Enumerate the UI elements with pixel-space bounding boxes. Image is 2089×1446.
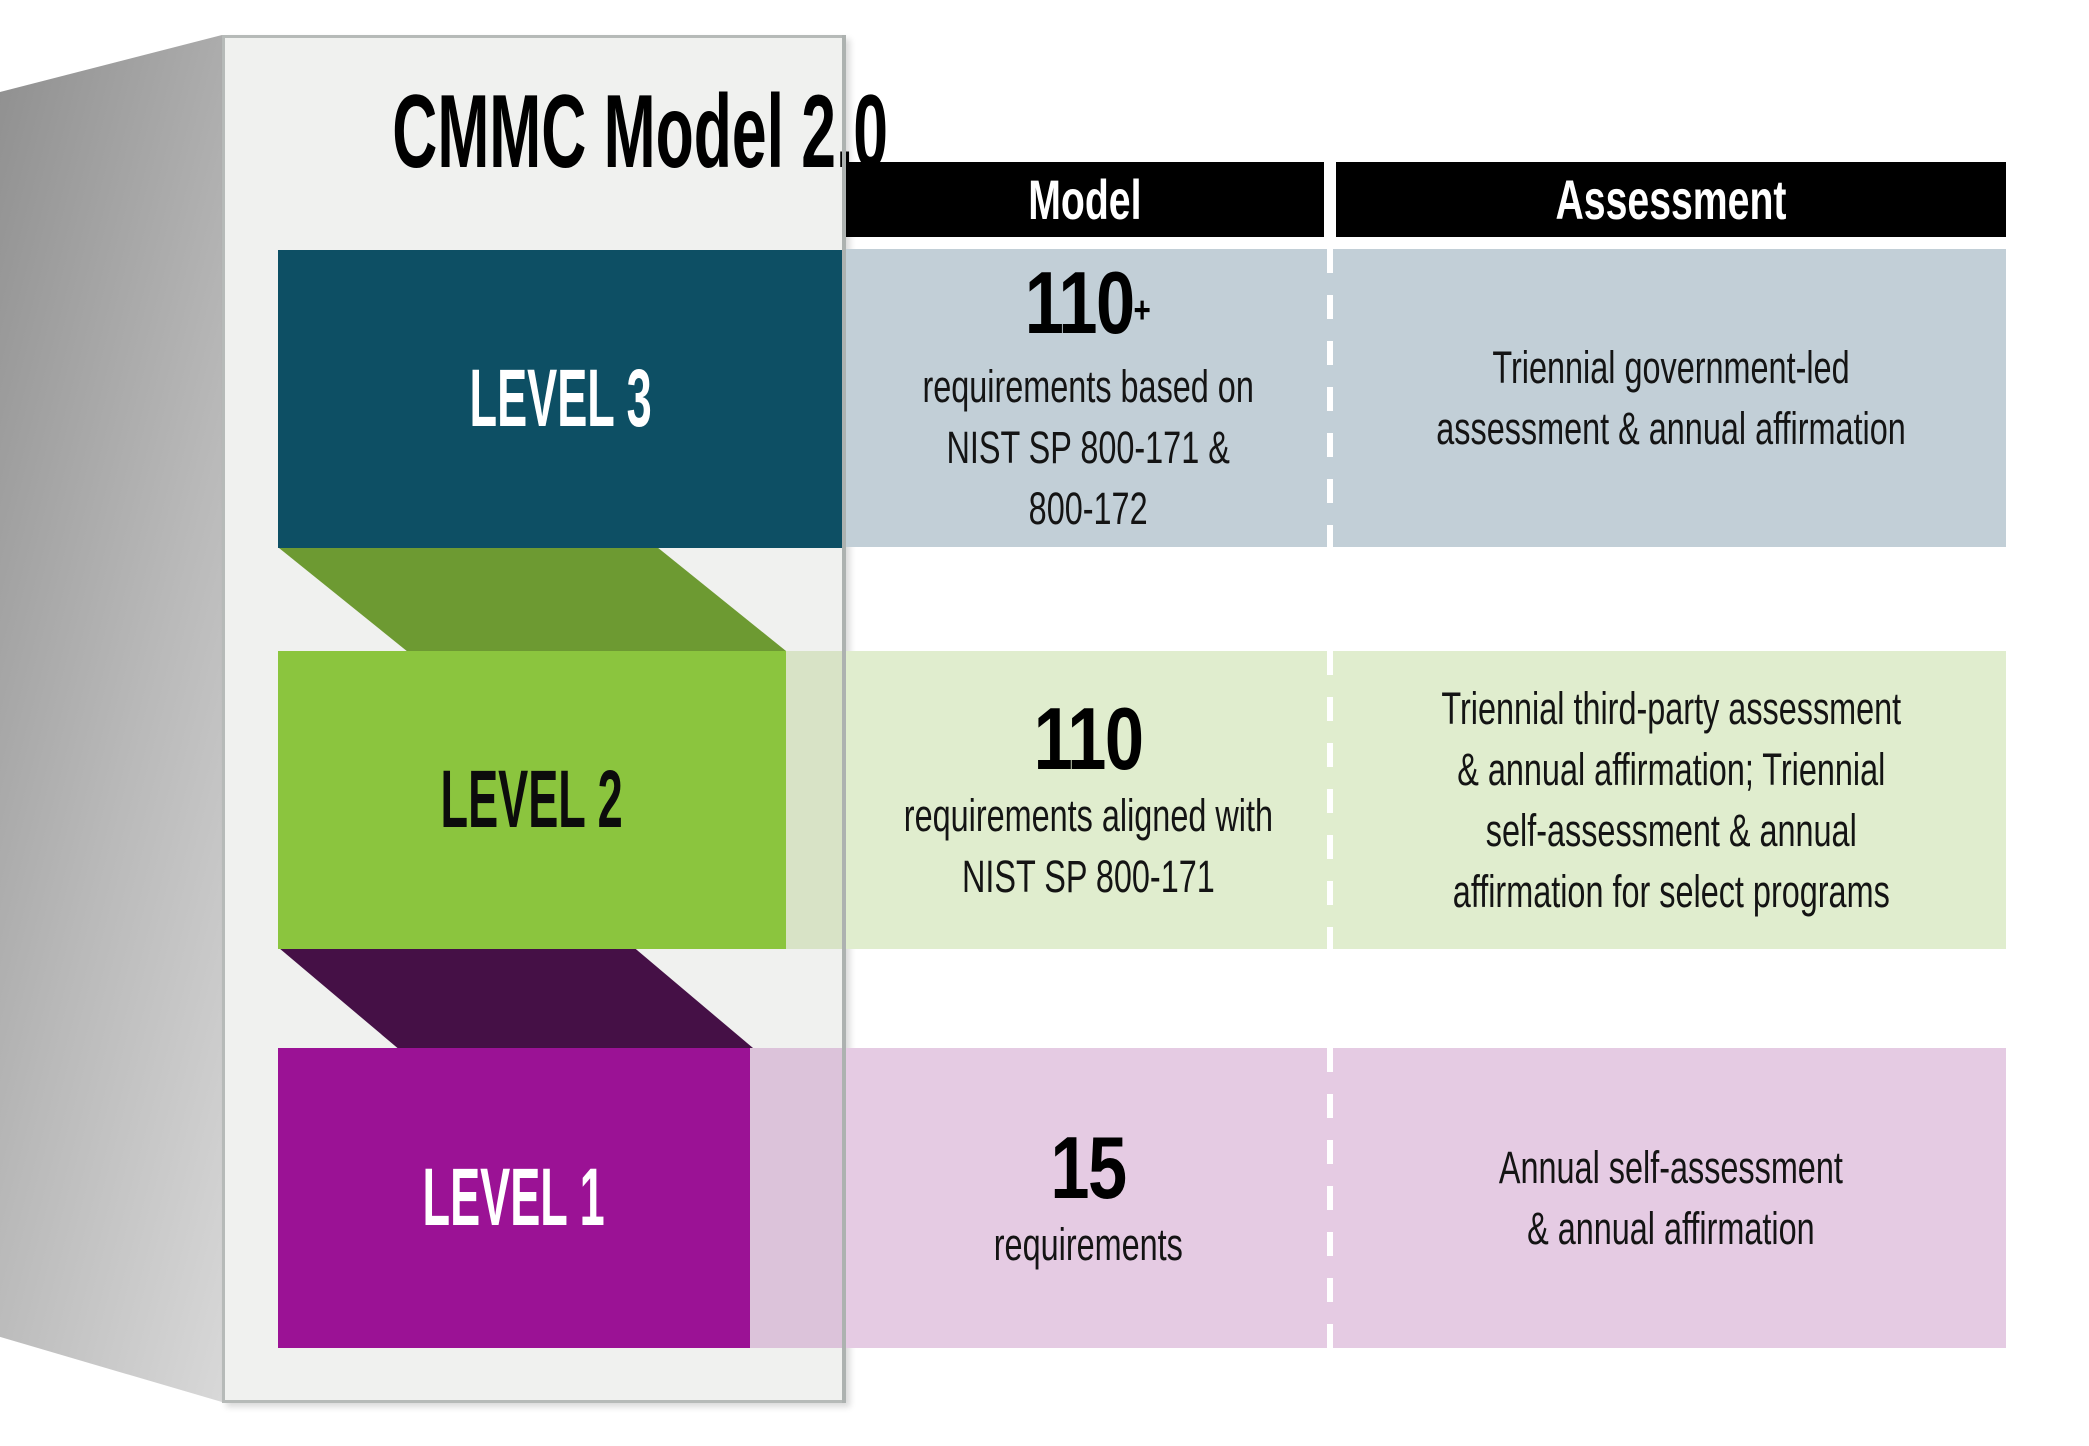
level2-model-number: 110: [1034, 693, 1144, 785]
level3-model-number-suffix: +: [1133, 289, 1152, 331]
level1-model-cell: 15 requirements: [846, 1048, 1330, 1348]
level2-assessment-line: Triennial third-party assessment: [1441, 683, 1901, 734]
level3-band: [278, 250, 843, 548]
column-header-assessment: Assessment: [1336, 162, 2006, 237]
level2-model-note-line: NIST SP 800-171: [961, 851, 1215, 902]
level1-model-number: 15: [1050, 1121, 1127, 1214]
level3-assessment-line: assessment & annual affirmation: [1436, 403, 1906, 454]
level2-row-background: [846, 651, 2006, 949]
level3-row-background: [846, 249, 2006, 547]
level2-model-note: requirements aligned with NIST SP 800-17…: [903, 785, 1272, 907]
level1-assessment-text: Annual self-assessment & annual affirmat…: [1499, 1137, 1843, 1259]
level2-model-cell: 110 requirements aligned with NIST SP 80…: [846, 651, 1330, 949]
level2-band: [278, 651, 786, 949]
level3-model-number: 110+: [1025, 256, 1152, 357]
level3-model-note-line: requirements based on: [922, 361, 1254, 413]
level3-model-number-value: 110: [1024, 252, 1135, 352]
level2-model-note-line: requirements aligned with: [903, 790, 1273, 841]
level2-row-overlap-segment: [786, 651, 846, 949]
level3-label: LEVEL 3: [278, 250, 843, 548]
level3-model-note: requirements based on NIST SP 800-171 & …: [922, 356, 1253, 539]
column-divider-level1: [1327, 1048, 1333, 1348]
level3-model-note-line: 800-172: [1028, 483, 1148, 535]
level2-assessment-cell: Triennial third-party assessment & annua…: [1336, 651, 2006, 949]
level1-band: [278, 1048, 750, 1348]
level2-assessment-text: Triennial third-party assessment & annua…: [1441, 678, 1901, 922]
level1-assessment-line: Annual self-assessment: [1499, 1142, 1843, 1193]
column-divider-level3: [1327, 249, 1333, 547]
level1-label: LEVEL 1: [278, 1048, 750, 1348]
level3-assessment-cell: Triennial government-led assessment & an…: [1336, 249, 2006, 547]
level1-model-number-value: 15: [1050, 1117, 1127, 1217]
level3-assessment-text: Triennial government-led assessment & an…: [1436, 337, 1905, 459]
column-divider-level2: [1327, 651, 1333, 949]
column-header-model-label: Model: [1028, 168, 1142, 231]
box-side-face: [0, 35, 222, 1402]
level1-assessment-cell: Annual self-assessment & annual affirmat…: [1336, 1048, 2006, 1348]
level2-label: LEVEL 2: [278, 651, 786, 949]
level3-label-text: LEVEL 3: [469, 353, 652, 444]
level2-assessment-line: affirmation for select programs: [1452, 866, 1890, 917]
level2-assessment-line: self-assessment & annual: [1485, 805, 1857, 856]
page-title-text: CMMC Model 2.0: [392, 74, 889, 190]
level3-model-note-line: NIST SP 800-171 &: [946, 422, 1230, 474]
level1-label-text: LEVEL 1: [422, 1152, 606, 1243]
level2-model-number-value: 110: [1033, 689, 1144, 788]
level3-assessment-line: Triennial government-led: [1492, 342, 1850, 393]
level1-model-note: requirements: [993, 1214, 1182, 1275]
level1-row-background: [846, 1048, 2006, 1348]
level1-row-overlap-segment: [750, 1048, 846, 1348]
level1-assessment-line: & annual affirmation: [1527, 1203, 1815, 1254]
column-header-assessment-label: Assessment: [1555, 168, 1787, 231]
panel-right-edge: [842, 35, 846, 1403]
column-header-model: Model: [846, 162, 1324, 237]
page-title: CMMC Model 2.0: [227, 80, 888, 184]
level2-label-text: LEVEL 2: [440, 754, 624, 845]
level2-assessment-line: & annual affirmation; Triennial: [1456, 744, 1886, 795]
level3-model-cell: 110+ requirements based on NIST SP 800-1…: [846, 249, 1330, 547]
level1-model-note-line: requirements: [993, 1218, 1183, 1270]
